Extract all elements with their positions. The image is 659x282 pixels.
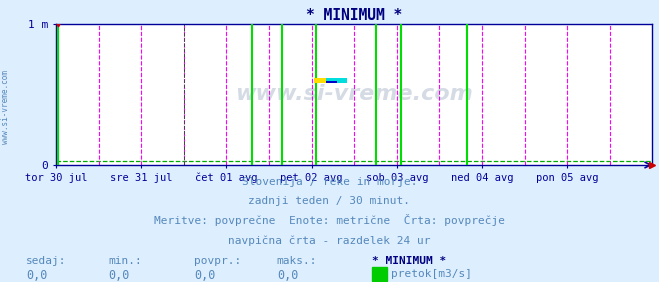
Text: 0,0: 0,0 bbox=[194, 269, 215, 282]
Text: maks.:: maks.: bbox=[277, 256, 317, 266]
FancyBboxPatch shape bbox=[314, 78, 339, 83]
Text: pretok[m3/s]: pretok[m3/s] bbox=[391, 269, 472, 279]
FancyBboxPatch shape bbox=[326, 80, 337, 83]
Text: navpična črta - razdelek 24 ur: navpična črta - razdelek 24 ur bbox=[228, 235, 431, 246]
Text: 0,0: 0,0 bbox=[109, 269, 130, 282]
Text: zadnji teden / 30 minut.: zadnji teden / 30 minut. bbox=[248, 197, 411, 206]
Title: * MINIMUM *: * MINIMUM * bbox=[306, 8, 403, 23]
Text: Slovenija / reke in morje.: Slovenija / reke in morje. bbox=[242, 177, 417, 187]
FancyBboxPatch shape bbox=[326, 78, 347, 83]
Text: Meritve: povprečne  Enote: metrične  Črta: povprečje: Meritve: povprečne Enote: metrične Črta:… bbox=[154, 214, 505, 226]
Text: 0,0: 0,0 bbox=[277, 269, 298, 282]
Text: www.si-vreme.com: www.si-vreme.com bbox=[1, 70, 10, 144]
Text: * MINIMUM *: * MINIMUM * bbox=[372, 256, 447, 266]
Text: povpr.:: povpr.: bbox=[194, 256, 242, 266]
Text: www.si-vreme.com: www.si-vreme.com bbox=[235, 85, 473, 104]
Text: min.:: min.: bbox=[109, 256, 142, 266]
Text: sedaj:: sedaj: bbox=[26, 256, 67, 266]
Text: 0,0: 0,0 bbox=[26, 269, 47, 282]
